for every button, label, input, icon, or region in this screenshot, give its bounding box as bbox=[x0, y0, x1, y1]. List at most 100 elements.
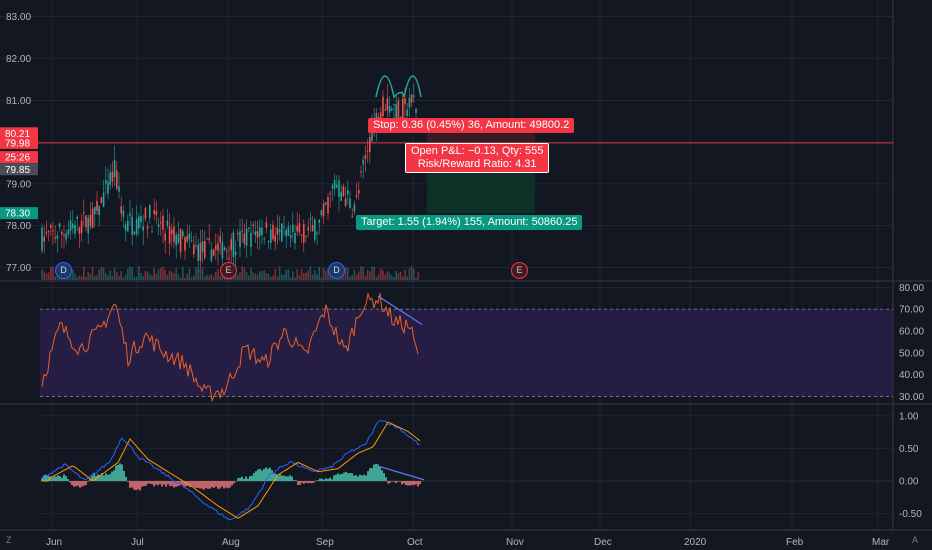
volume-bar bbox=[131, 267, 133, 280]
candle-body bbox=[239, 231, 241, 248]
candle-body bbox=[382, 96, 384, 117]
macd-histogram-bar bbox=[237, 478, 239, 482]
dividend-marker[interactable]: D bbox=[55, 262, 72, 279]
volume-bar bbox=[177, 274, 180, 280]
candle-body bbox=[360, 171, 362, 173]
macd-histogram-bar bbox=[99, 474, 101, 482]
price-tick-label: 81.00 bbox=[6, 96, 31, 107]
macd-histogram-bar bbox=[203, 481, 205, 490]
volume-bar bbox=[182, 266, 184, 280]
candle-body bbox=[351, 215, 353, 217]
candle-body bbox=[201, 241, 204, 253]
earnings-marker[interactable]: E bbox=[511, 262, 528, 279]
volume-bar bbox=[168, 270, 171, 280]
macd-histogram-bar bbox=[209, 481, 211, 489]
volume-bar bbox=[278, 266, 281, 280]
candle-body bbox=[135, 219, 138, 235]
macd-histogram-bar bbox=[163, 481, 165, 485]
time-tick-label: Jun bbox=[46, 537, 62, 548]
macd-histogram-bar bbox=[363, 474, 365, 482]
volume-bar bbox=[212, 276, 215, 280]
macd-histogram-bar bbox=[57, 475, 59, 482]
candle-body bbox=[311, 225, 314, 232]
candle-body bbox=[402, 98, 404, 120]
volume-bar bbox=[135, 276, 138, 280]
auto-scale-button[interactable]: A bbox=[912, 535, 919, 545]
macd-histogram-bar bbox=[149, 481, 151, 484]
rsi-panel[interactable] bbox=[40, 291, 893, 403]
time-tick-label: 2020 bbox=[684, 537, 707, 548]
macd-divergence-trendline[interactable] bbox=[379, 466, 425, 481]
candle-body bbox=[217, 243, 219, 252]
macd-histogram-bar bbox=[339, 474, 341, 482]
dividend-marker[interactable]: D bbox=[328, 262, 345, 279]
macd-histogram bbox=[41, 463, 421, 491]
candle-body bbox=[193, 244, 195, 255]
macd-histogram-bar bbox=[119, 463, 121, 482]
candle-body bbox=[287, 226, 290, 236]
macd-histogram-bar bbox=[83, 481, 85, 486]
macd-histogram-bar bbox=[391, 480, 393, 482]
macd-histogram-bar bbox=[131, 481, 133, 488]
stop-label[interactable]: Stop: 0.36 (0.45%) 36, Amount: 49800.2 bbox=[368, 118, 575, 133]
volume-bar bbox=[76, 277, 78, 280]
volume-bar bbox=[276, 276, 279, 280]
volume-bar bbox=[263, 270, 265, 280]
macd-histogram-bar bbox=[297, 481, 299, 485]
volume-bar bbox=[129, 266, 131, 280]
macd-histogram-bar bbox=[351, 473, 353, 482]
candle-body bbox=[58, 223, 61, 228]
candle-body bbox=[67, 229, 70, 235]
volume-bar bbox=[69, 271, 72, 280]
candle-body bbox=[186, 235, 188, 242]
macd-histogram-bar bbox=[279, 473, 281, 482]
candle-body bbox=[120, 206, 122, 214]
candle-body bbox=[303, 223, 305, 243]
macd-histogram-bar bbox=[167, 481, 169, 485]
macd-histogram-bar bbox=[151, 481, 153, 485]
price-panel[interactable] bbox=[0, 75, 893, 280]
macd-histogram-bar bbox=[321, 478, 323, 482]
macd-histogram-bar bbox=[147, 481, 149, 484]
candle-body bbox=[322, 203, 325, 217]
rsi-divergence-trendline[interactable] bbox=[377, 295, 423, 325]
macd-histogram-bar bbox=[319, 478, 321, 482]
open-pnl-label[interactable]: Open P&L: −0.13, Qty: 555 Risk/Reward Ra… bbox=[405, 143, 550, 173]
volume-bar bbox=[164, 269, 166, 280]
candle-body bbox=[408, 97, 411, 108]
volume-bar bbox=[127, 268, 129, 280]
candle-body bbox=[353, 204, 356, 212]
candle-body bbox=[226, 250, 228, 252]
macd-histogram-bar bbox=[223, 481, 225, 489]
macd-histogram-bar bbox=[155, 481, 157, 485]
candle-body bbox=[342, 186, 345, 197]
candle-body bbox=[195, 245, 197, 247]
candle-body bbox=[155, 211, 158, 216]
time-tick-label: Aug bbox=[222, 537, 240, 548]
macd-histogram-bar bbox=[195, 481, 197, 488]
macd-histogram-bar bbox=[361, 475, 363, 482]
macd-histogram-bar bbox=[257, 469, 259, 482]
macd-histogram-bar bbox=[371, 468, 373, 482]
volume-bar bbox=[402, 276, 404, 280]
volume-bar bbox=[157, 269, 160, 280]
head-and-shoulders-pattern[interactable] bbox=[375, 75, 422, 99]
volume-bar bbox=[85, 277, 87, 280]
volume-bar bbox=[347, 267, 349, 280]
candle-body bbox=[47, 231, 50, 233]
macd-panel[interactable] bbox=[40, 420, 893, 521]
candle-body bbox=[210, 249, 213, 261]
macd-histogram-bar bbox=[281, 475, 283, 482]
target-label[interactable]: Target: 1.55 (1.94%) 155, Amount: 50860.… bbox=[356, 215, 583, 230]
volume-bar bbox=[109, 270, 111, 280]
candle-body bbox=[248, 227, 250, 229]
candle-body bbox=[267, 240, 270, 242]
volume-bar bbox=[300, 268, 303, 280]
volume-bar bbox=[393, 276, 395, 280]
volume-bar bbox=[206, 274, 208, 280]
candle-body bbox=[190, 240, 193, 242]
volume-bar bbox=[415, 277, 417, 280]
zoom-reset-button[interactable]: Z bbox=[6, 535, 12, 545]
earnings-marker[interactable]: E bbox=[220, 262, 237, 279]
